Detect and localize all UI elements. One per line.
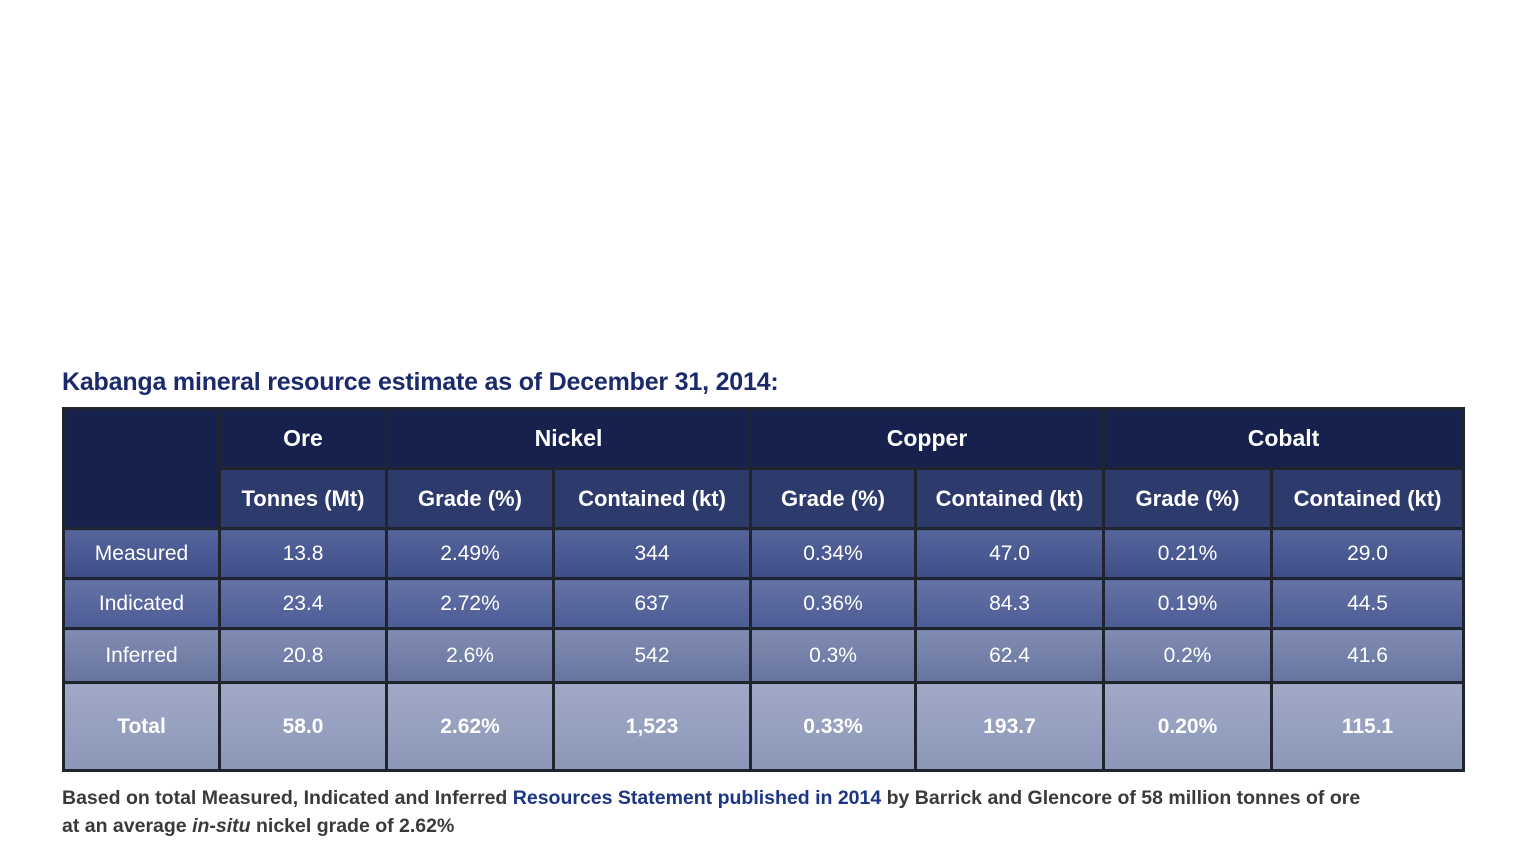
row-label: Indicated — [62, 577, 221, 630]
group-header-copper: Copper — [749, 407, 1106, 470]
subheader-copper-grade: Grade (%) — [749, 467, 918, 530]
cell-value: 115.1 — [1270, 681, 1466, 772]
resources-statement-link[interactable]: Resources Statement published in 2014 — [512, 787, 882, 809]
page-title: Kabanga mineral resource estimate as of … — [62, 368, 779, 396]
subheader-copper-contained: Contained (kt) — [914, 467, 1106, 530]
cell-value: 1,523 — [551, 681, 753, 772]
cell-value: 0.34% — [749, 527, 918, 580]
cell-value: 542 — [551, 627, 753, 684]
cell-value: 23.4 — [218, 577, 388, 630]
cell-value: 2.6% — [385, 627, 555, 684]
table-row-measured: Measured 13.8 2.49% 344 0.34% 47.0 0.21%… — [62, 527, 1466, 580]
table-row-total: Total 58.0 2.62% 1,523 0.33% 193.7 0.20%… — [62, 681, 1466, 772]
subheader-tonnes: Tonnes (Mt) — [218, 467, 388, 530]
footnote-italic-text: in-situ — [192, 815, 251, 837]
table-row-inferred: Inferred 20.8 2.6% 542 0.3% 62.4 0.2% 41… — [62, 627, 1466, 684]
footnote-text: nickel grade of 2.62% — [250, 815, 455, 837]
table-row-indicated: Indicated 23.4 2.72% 637 0.36% 84.3 0.19… — [62, 577, 1466, 630]
subheader-nickel-contained: Contained (kt) — [551, 467, 753, 530]
row-label: Measured — [62, 527, 221, 580]
table-group-header-row: Ore Nickel Copper Cobalt — [62, 407, 1466, 530]
cell-value: 2.72% — [385, 577, 555, 630]
cell-value: 2.49% — [385, 527, 555, 580]
cell-value: 13.8 — [218, 527, 388, 580]
footnote-text: Based on total Measured, Indicated and I… — [62, 787, 513, 809]
cell-value: 41.6 — [1270, 627, 1466, 684]
cell-value: 20.8 — [218, 627, 388, 684]
cell-value: 0.21% — [1102, 527, 1274, 580]
cell-value: 344 — [551, 527, 753, 580]
row-label: Inferred — [62, 627, 221, 684]
group-header-cobalt: Cobalt — [1102, 407, 1466, 470]
cell-value: 0.20% — [1102, 681, 1274, 772]
cell-value: 0.3% — [749, 627, 918, 684]
table-subheader-row: Tonnes (Mt) Grade (%) Contained (kt) Gra… — [64, 467, 1466, 530]
group-header-ore: Ore — [218, 407, 388, 470]
cell-value: 0.19% — [1102, 577, 1274, 630]
cell-value: 47.0 — [914, 527, 1106, 580]
cell-value: 0.33% — [749, 681, 918, 772]
footnote-line-2: at an average in-situ nickel grade of 2.… — [62, 812, 1462, 840]
corner-header-cell — [62, 407, 221, 530]
subheader-nickel-grade: Grade (%) — [385, 467, 555, 530]
cell-value: 193.7 — [914, 681, 1106, 772]
cell-value: 637 — [551, 577, 753, 630]
footnote-text: at an average — [62, 815, 193, 837]
cell-value: 29.0 — [1270, 527, 1466, 580]
cell-value: 62.4 — [914, 627, 1106, 684]
cell-value: 2.62% — [385, 681, 555, 772]
mineral-resource-table: Ore Nickel Copper Cobalt Tonnes (Mt) Gra… — [62, 407, 1466, 772]
cell-value: 0.36% — [749, 577, 918, 630]
cell-value: 58.0 — [218, 681, 388, 772]
cell-value: 0.2% — [1102, 627, 1274, 684]
footnote: Based on total Measured, Indicated and I… — [62, 784, 1462, 840]
footnote-text: by Barrick and Glencore of 58 million to… — [881, 787, 1361, 809]
cell-value: 84.3 — [914, 577, 1106, 630]
group-header-nickel: Nickel — [384, 407, 753, 470]
subheader-cobalt-grade: Grade (%) — [1102, 467, 1274, 530]
subheader-cobalt-contained: Contained (kt) — [1270, 467, 1466, 530]
row-label: Total — [62, 681, 221, 772]
cell-value: 44.5 — [1270, 577, 1466, 630]
footnote-line-1: Based on total Measured, Indicated and I… — [62, 784, 1462, 812]
